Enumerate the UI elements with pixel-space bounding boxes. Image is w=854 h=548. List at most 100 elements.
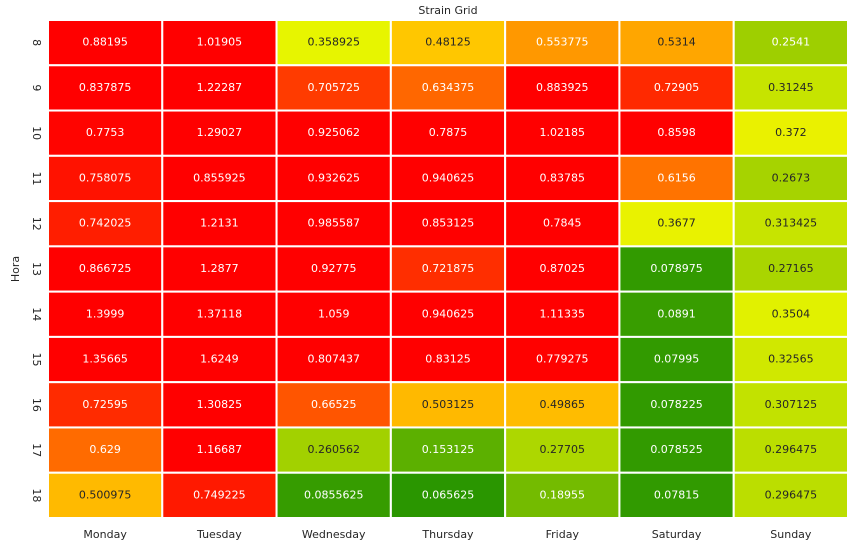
heatmap-cell <box>275 381 392 429</box>
x-tick-label: Sunday <box>770 528 812 541</box>
heatmap-cell <box>275 109 392 157</box>
cell-label: 0.83125 <box>425 353 471 366</box>
cell-label: 0.5314 <box>657 36 696 49</box>
heatmap-cell <box>732 245 850 293</box>
heatmap-cell <box>161 109 278 157</box>
cell-label: 0.32565 <box>768 353 814 366</box>
heatmap-cell <box>275 290 392 338</box>
y-tick-label: 8 <box>30 39 43 46</box>
cell-label: 0.853125 <box>422 217 475 230</box>
cell-label: 0.925062 <box>307 126 360 139</box>
heatmap-cell <box>389 335 507 384</box>
cell-label: 0.883925 <box>536 81 589 94</box>
heatmap-cell <box>618 335 735 384</box>
cell-label: 0.500975 <box>79 488 132 501</box>
heatmap-cell <box>504 381 621 429</box>
heatmap-cell <box>618 426 735 474</box>
cell-label: 0.503125 <box>422 398 475 411</box>
heatmap-cell <box>275 426 392 474</box>
cell-label: 0.758075 <box>79 171 132 184</box>
heatmap-cell <box>732 471 850 519</box>
heatmap-cell <box>504 64 621 112</box>
cell-label: 0.372 <box>775 126 807 139</box>
heatmap-cell <box>47 19 164 67</box>
chart-title: Strain Grid <box>418 4 477 17</box>
x-tick-label: Tuesday <box>196 528 242 541</box>
cell-label: 0.72595 <box>82 398 128 411</box>
heatmap-cell <box>47 426 164 474</box>
y-tick-label: 14 <box>30 307 43 321</box>
heatmap-cell <box>618 471 735 519</box>
cell-label: 0.307125 <box>765 398 818 411</box>
cell-label: 0.749225 <box>193 488 246 501</box>
heatmap-cell <box>161 335 278 384</box>
cell-label: 0.078975 <box>650 262 703 275</box>
cell-label: 0.705725 <box>307 81 360 94</box>
cell-label: 0.807437 <box>307 353 360 366</box>
y-tick-label: 11 <box>30 171 43 185</box>
cell-label: 0.742025 <box>79 217 132 230</box>
cell-label: 0.078525 <box>650 443 703 456</box>
cell-label: 0.27705 <box>540 443 586 456</box>
cell-label: 0.721875 <box>422 262 475 275</box>
cell-label: 0.2541 <box>772 36 811 49</box>
cell-label: 0.296475 <box>765 488 818 501</box>
heatmap-cell <box>275 64 392 112</box>
cell-label: 0.72905 <box>654 81 700 94</box>
y-tick-label: 13 <box>30 262 43 276</box>
heatmap-cell <box>275 471 392 519</box>
x-tick-label: Wednesday <box>302 528 366 541</box>
cell-label: 1.16687 <box>197 443 243 456</box>
cell-label: 0.0855625 <box>304 488 364 501</box>
heatmap-cell <box>389 471 507 519</box>
cell-label: 0.932625 <box>307 171 360 184</box>
cell-label: 0.629 <box>89 443 121 456</box>
heatmap-cell <box>618 290 735 338</box>
cell-label: 0.985587 <box>307 217 360 230</box>
cell-label: 0.7875 <box>429 126 468 139</box>
y-tick-label: 15 <box>30 353 43 367</box>
cell-label: 0.779275 <box>536 353 589 366</box>
cell-label: 0.078225 <box>650 398 703 411</box>
cell-label: 0.31245 <box>768 81 814 94</box>
heatmap-cell <box>732 335 850 384</box>
cell-label: 0.88195 <box>82 36 128 49</box>
x-tick-label: Saturday <box>652 528 702 541</box>
y-tick-label: 12 <box>30 217 43 231</box>
cell-label: 0.260562 <box>307 443 360 456</box>
cell-label: 0.7845 <box>543 217 582 230</box>
cell-label: 1.22287 <box>197 81 243 94</box>
heatmap-cell <box>47 154 164 203</box>
cell-label: 1.37118 <box>197 307 243 320</box>
heatmap-cell <box>47 200 164 248</box>
heatmap-cell <box>504 471 621 519</box>
cell-label: 1.6249 <box>200 353 239 366</box>
cell-label: 1.35665 <box>82 353 128 366</box>
cell-label: 1.29027 <box>197 126 243 139</box>
y-tick-label: 10 <box>30 126 43 140</box>
heatmap-cell <box>618 19 735 67</box>
cell-label: 0.855925 <box>193 171 246 184</box>
y-tick-label: 9 <box>30 84 43 91</box>
cell-label: 1.2877 <box>200 262 239 275</box>
cell-label: 0.92775 <box>311 262 357 275</box>
x-tick-label: Monday <box>83 528 127 541</box>
cell-label: 1.30825 <box>197 398 243 411</box>
heatmap-cell <box>732 109 850 157</box>
cell-label: 0.3504 <box>772 307 811 320</box>
heatmap-cell <box>47 64 164 112</box>
cell-label: 0.87025 <box>540 262 586 275</box>
y-tick-label: 18 <box>30 488 43 502</box>
cell-label: 0.8598 <box>657 126 696 139</box>
heatmap-cell <box>504 109 621 157</box>
cell-label: 0.634375 <box>422 81 475 94</box>
heatmap-cell <box>161 154 278 203</box>
cell-label: 0.66525 <box>311 398 357 411</box>
cell-label: 0.18955 <box>540 488 586 501</box>
cell-label: 0.2673 <box>772 171 811 184</box>
cell-label: 0.6156 <box>657 171 696 184</box>
heatmap-cell <box>47 245 164 293</box>
heatmap-cell <box>161 19 278 67</box>
heatmap-cell <box>47 335 164 384</box>
cell-label: 0.866725 <box>79 262 132 275</box>
